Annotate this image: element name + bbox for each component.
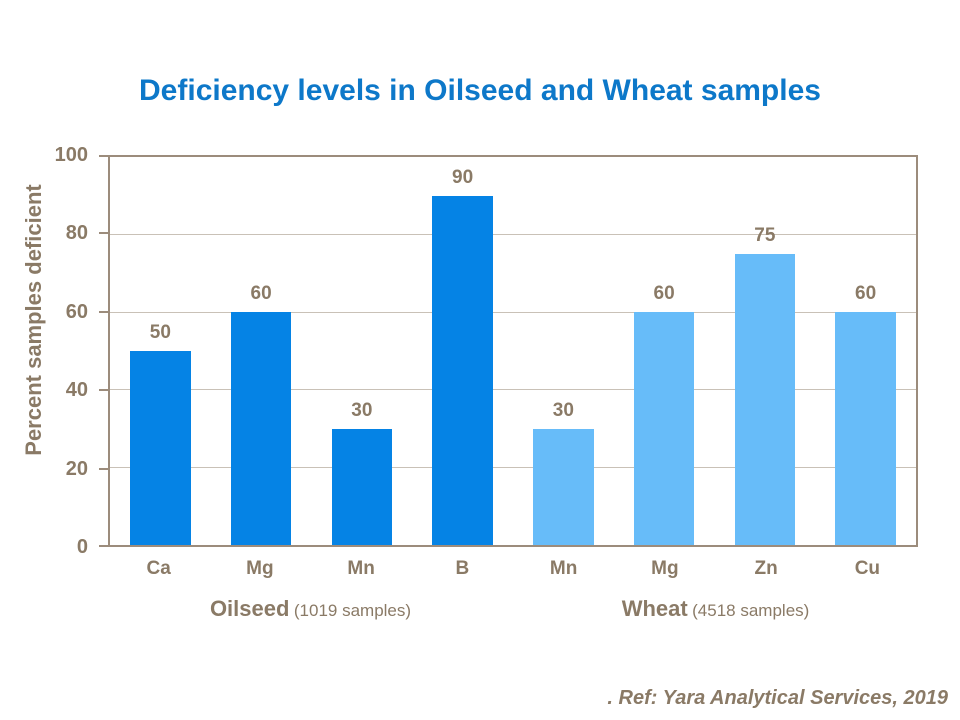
group-name-oilseed: Oilseed: [209, 596, 290, 621]
y-axis: 0 20 40 60 80 100: [0, 144, 108, 558]
gridline-20: [110, 466, 916, 468]
group-labels: Oilseed (1019 samples) Wheat (4518 sampl…: [108, 596, 918, 626]
x-axis-label-Mg-1: Mg: [246, 558, 274, 579]
y-tick-mark-20: [99, 467, 108, 470]
x-axis-label-Ca-0: Ca: [146, 558, 171, 579]
y-tick-mark-60: [99, 310, 108, 313]
y-tick-label-0: 0: [76, 536, 88, 558]
group-label-wheat: Wheat (4518 samples): [513, 596, 918, 622]
y-tick-mark-80: [99, 232, 108, 235]
bar-Cu-7: [835, 312, 896, 545]
reference-text: . Ref: Yara Analytical Services, 2019: [607, 687, 948, 709]
group-samples-oilseed: (1019 samples): [293, 601, 412, 620]
bar-Mg-1: [230, 312, 292, 545]
x-axis-label-Mn-4: Mn: [549, 558, 578, 579]
gridline-40: [110, 389, 916, 391]
bar-B-3: [432, 195, 493, 545]
x-axis-label-Cu-7: Cu: [854, 558, 881, 579]
x-axis-label-Mn-2: Mn: [347, 558, 375, 579]
bar-value-label-Mn-2: 30: [351, 399, 373, 421]
bar-Zn-6: [734, 254, 796, 545]
y-tick-mark-40: [99, 389, 108, 392]
bar-value-label-Mg-1: 60: [250, 283, 272, 305]
bar-value-label-Cu-7: 60: [855, 283, 877, 305]
y-tick-mark-100: [99, 155, 108, 157]
bar-Mn-2: [331, 428, 393, 545]
group-samples-wheat: (4518 samples): [692, 601, 810, 620]
bar-value-label-Zn-6: 75: [754, 225, 776, 246]
x-axis-labels: Ca Mg Mn B Mn Mg Zn Cu: [108, 558, 918, 582]
x-axis-label-Mg-5: Mg: [651, 558, 679, 579]
bar-value-label-B-3: 90: [452, 166, 474, 188]
x-axis-label-B-3: B: [455, 558, 470, 579]
bar-Mg-5: [633, 312, 695, 545]
bar-Ca-0: [130, 351, 191, 545]
bar-Mn-4: [533, 428, 594, 545]
y-tick-label-40: 40: [65, 379, 88, 402]
gridline-80: [110, 234, 916, 236]
chart-title: Deficiency levels in Oilseed and Wheat s…: [139, 74, 821, 107]
gridline-60: [110, 311, 916, 313]
y-tick-mark-0: [99, 545, 108, 547]
bar-value-label-Mn-4: 30: [552, 399, 574, 421]
y-tick-label-20: 20: [65, 457, 88, 480]
x-axis-label-Zn-6: Zn: [754, 558, 778, 579]
y-tick-label-60: 60: [65, 300, 88, 323]
plot-area: 50 60 30 90 30 60 75 60: [108, 155, 918, 547]
y-tick-label-80: 80: [65, 222, 88, 245]
bar-value-label-Mg-5: 60: [653, 283, 675, 305]
y-tick-label-100: 100: [54, 144, 88, 166]
group-name-wheat: Wheat: [621, 596, 688, 621]
bar-value-label-Ca-0: 50: [149, 322, 171, 343]
group-label-oilseed: Oilseed (1019 samples): [108, 596, 513, 622]
